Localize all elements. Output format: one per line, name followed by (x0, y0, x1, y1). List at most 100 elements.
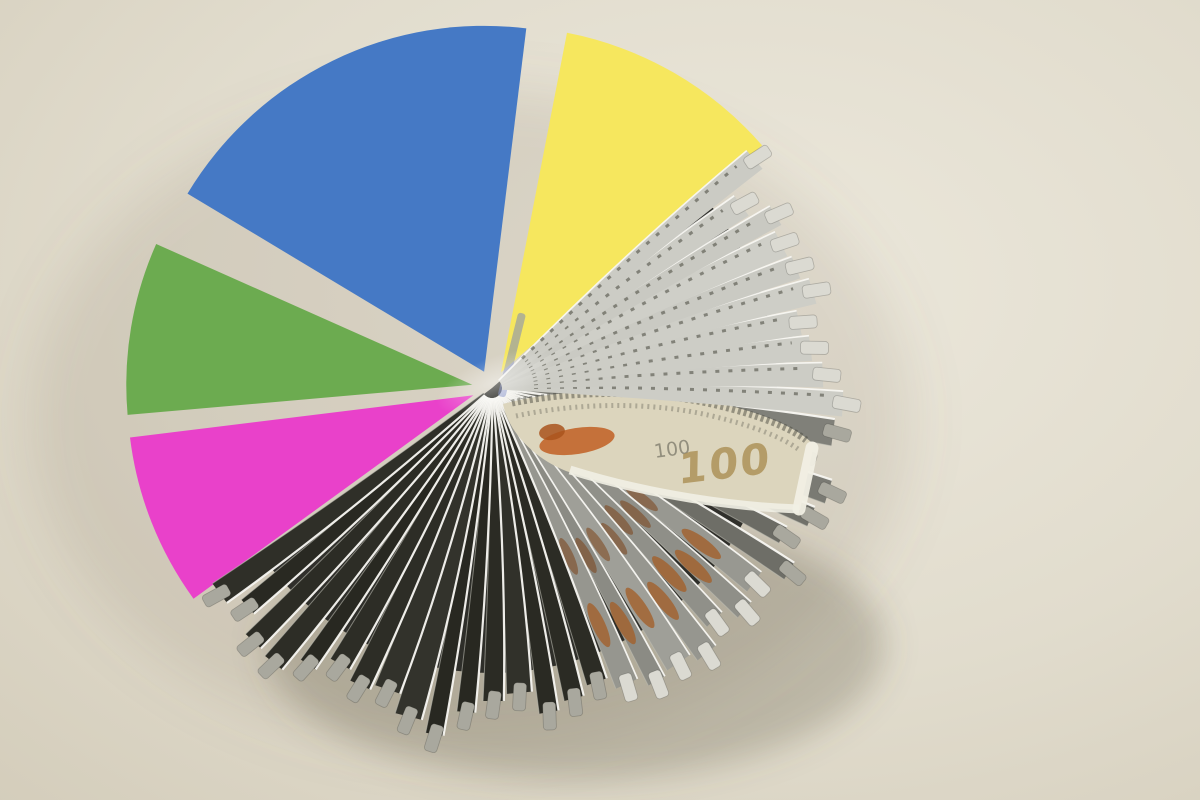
bill-white-border (568, 465, 800, 514)
bill-fold-tip-face (485, 690, 502, 720)
pie-slice-magenta (130, 395, 474, 599)
bill-edge-highlight (492, 397, 506, 701)
bill-fold-tip-face (396, 705, 419, 736)
bill-white-border (792, 441, 819, 516)
bill-edge-highlight (442, 397, 493, 736)
bill-fold-tip-face (292, 654, 320, 682)
bill-edge-highlight (493, 397, 560, 711)
bill-fold-tip (423, 723, 444, 754)
bill-fold-tip-face (566, 687, 584, 717)
bill-gold-numeral-glimpse (681, 528, 721, 560)
bill-edge-highlight (349, 396, 490, 671)
bill-fold-tip (292, 654, 320, 682)
bill-fold-tip (257, 652, 285, 680)
bill-gold-numeral-glimpse (647, 581, 679, 620)
bill-gold-numeral-100: 100 (678, 433, 772, 494)
bill-fold-tip-face (778, 560, 807, 587)
bill-blade (499, 195, 749, 384)
bill-microprint (521, 165, 738, 360)
bill-fold-tip (812, 366, 842, 383)
bill-fold-tip (485, 690, 502, 720)
bill-fold-tip (800, 340, 829, 355)
bill-fold-tip-face (769, 232, 800, 253)
bill-fold-tip-face (589, 670, 608, 701)
bill-gold-numeral-glimpse (600, 522, 628, 555)
bill-fold-tip (801, 281, 832, 299)
bill-edge-highlight (253, 394, 487, 615)
bill-gold-numeral-glimpse (575, 537, 597, 574)
bill-edge-highlight (495, 396, 608, 679)
bill-blade (492, 397, 559, 714)
bill-fold-tip-face (512, 682, 528, 712)
bill-fold-tip (730, 191, 760, 215)
bill-edge-highlight (420, 397, 492, 721)
money-bill (491, 397, 560, 731)
bill-fold-tip (230, 597, 259, 622)
bill-fold-tip (788, 314, 818, 330)
bill-blade (501, 310, 802, 388)
bill-edge-highlight (498, 149, 748, 382)
bill-fold-tip (822, 423, 852, 443)
bill-edge-highlight (494, 396, 585, 697)
bill-fold-tip (566, 687, 584, 717)
pie-slice-green (126, 244, 473, 415)
bill-edge-highlight (493, 397, 534, 692)
bill-fold-tip-face (730, 191, 760, 215)
bill-blade (501, 278, 817, 387)
bill-fold-tip-face (800, 340, 829, 355)
bill-edge-highlight (399, 397, 492, 695)
bill-fold-tip (778, 560, 807, 587)
bill-fold-tip (784, 256, 815, 276)
bill-fold-tip-face (743, 144, 772, 170)
bill-fold-tip-face (817, 481, 847, 504)
bill-fold-tip (618, 672, 639, 703)
bill-fold-tip-face (346, 674, 371, 704)
bill-fold-tip (647, 669, 670, 700)
bill-fold-tip-face (734, 598, 761, 627)
pie-slice-yellow (501, 32, 763, 373)
bill-fold-tip (772, 524, 801, 550)
bill-fold-tip (743, 144, 772, 170)
bill-microprint (534, 385, 826, 397)
bill-blade (501, 335, 813, 389)
bill-fold-tip-face (669, 651, 692, 681)
bill-microprint (533, 366, 805, 386)
bill-fold-tip (589, 670, 608, 701)
bill-fold-tip-face (423, 723, 444, 754)
bill-fold-tip (236, 631, 265, 657)
money-bill (236, 394, 487, 657)
bill-fold-tip (764, 202, 794, 225)
bill-fold-tip (346, 674, 371, 704)
bill-fold-tip (734, 598, 761, 627)
bill-gold-numeral-glimpse (620, 500, 651, 528)
bill-fold-tip-face (831, 395, 862, 413)
bill-fold-tip-face (325, 653, 351, 682)
bill-fold-tip (743, 570, 771, 598)
bill-fold-tip (325, 653, 351, 682)
bill-edge-highlight (369, 397, 491, 690)
bill-fold-tip-face (374, 678, 398, 708)
bill-gold-numeral-glimpse (604, 505, 634, 535)
bill-fold-tip (697, 641, 721, 671)
bill-blade (483, 397, 505, 702)
bill-inkwell (539, 423, 565, 441)
bill-gold-numeral-glimpse (625, 587, 655, 629)
bill-fold-tip (669, 651, 692, 681)
bill-fold-tip (704, 608, 730, 637)
bill-blade (245, 394, 487, 649)
bill-microprint (530, 287, 794, 375)
money-fan-upper (498, 144, 862, 417)
bill-blade (494, 396, 607, 686)
bill-fold-tip (817, 481, 847, 504)
bill-fold-tip-face (456, 701, 475, 731)
money-bill (498, 144, 772, 383)
bill-fold-tip-face (618, 672, 639, 703)
bill-fold-tip (831, 395, 862, 413)
bill-edge-highlight (474, 398, 494, 713)
bill-blade (212, 392, 485, 603)
bill-edge-highlight (226, 394, 486, 604)
bill-fold-tip-face (647, 669, 670, 700)
bill-fold-tip-face (697, 641, 721, 671)
fan-center-highlight (436, 349, 554, 415)
